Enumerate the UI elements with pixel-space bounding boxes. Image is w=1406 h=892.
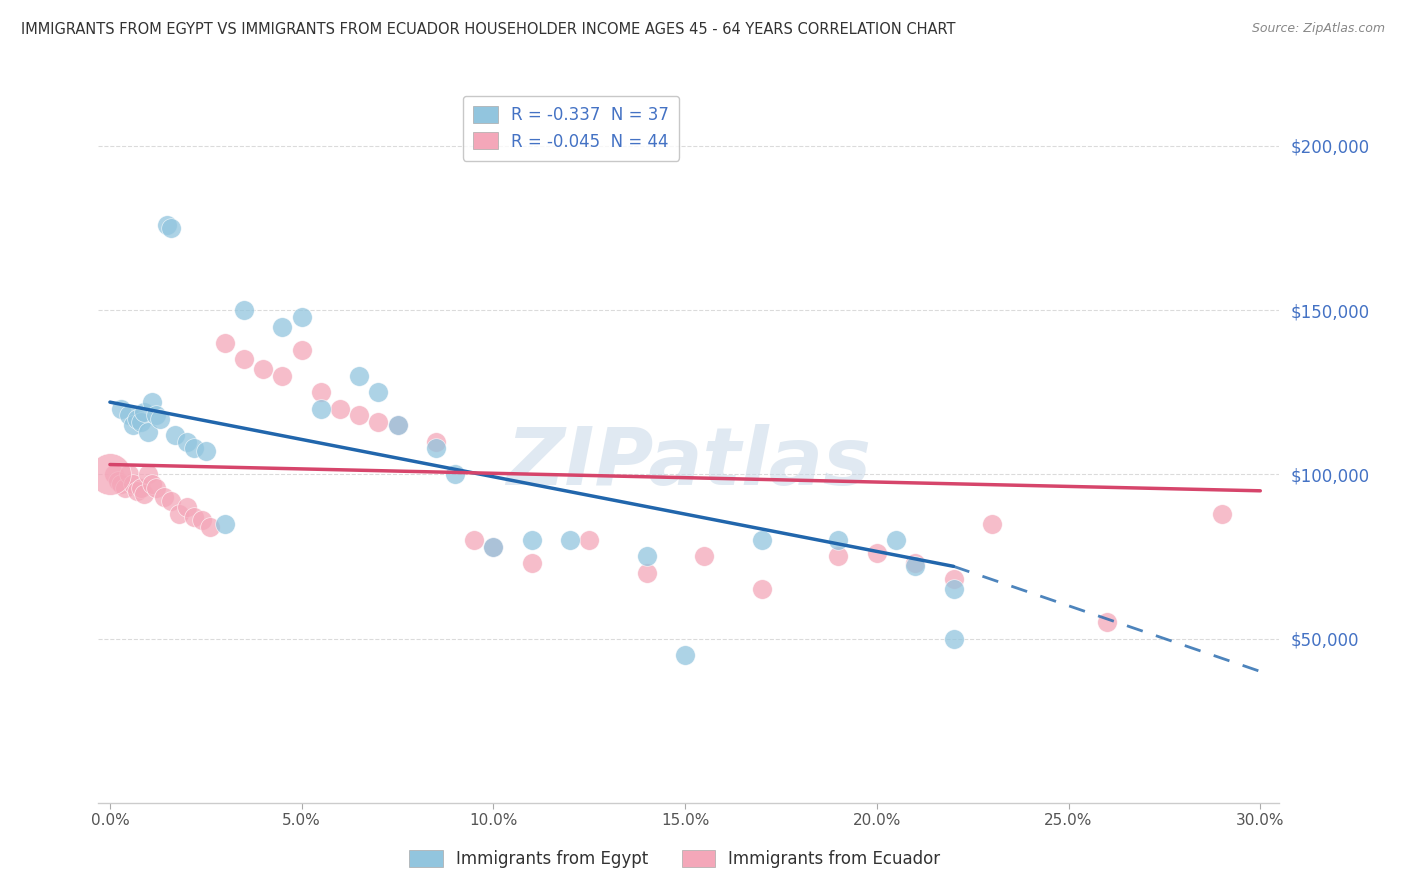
Point <box>145 409 167 423</box>
Point <box>160 493 183 508</box>
Point <box>125 411 148 425</box>
Point <box>291 343 314 357</box>
Point <box>347 368 370 383</box>
Point <box>156 218 179 232</box>
Point <box>122 418 145 433</box>
Legend: R = -0.337  N = 37, R = -0.045  N = 44: R = -0.337 N = 37, R = -0.045 N = 44 <box>463 95 679 161</box>
Point <box>129 481 152 495</box>
Point <box>160 221 183 235</box>
Point <box>1095 615 1118 630</box>
Point <box>122 477 145 491</box>
Point <box>827 533 849 547</box>
Point <box>558 533 581 547</box>
Point <box>520 556 543 570</box>
Point <box>673 648 696 662</box>
Point <box>387 418 409 433</box>
Point <box>1211 507 1233 521</box>
Point <box>252 362 274 376</box>
Point <box>136 425 159 439</box>
Point <box>214 516 236 531</box>
Text: Source: ZipAtlas.com: Source: ZipAtlas.com <box>1251 22 1385 36</box>
Point <box>194 444 217 458</box>
Point <box>125 483 148 498</box>
Point <box>482 540 505 554</box>
Point <box>347 409 370 423</box>
Point <box>114 481 136 495</box>
Point <box>183 441 205 455</box>
Legend: Immigrants from Egypt, Immigrants from Ecuador: Immigrants from Egypt, Immigrants from E… <box>402 843 948 875</box>
Point <box>233 303 256 318</box>
Point <box>214 336 236 351</box>
Point <box>367 415 389 429</box>
Point <box>129 415 152 429</box>
Point <box>152 491 174 505</box>
Point <box>233 352 256 367</box>
Point <box>145 481 167 495</box>
Point <box>141 395 163 409</box>
Point <box>134 487 156 501</box>
Point <box>176 500 198 515</box>
Text: ZIPatlas: ZIPatlas <box>506 425 872 502</box>
Point <box>425 434 447 449</box>
Point <box>141 477 163 491</box>
Point <box>636 549 658 564</box>
Point <box>520 533 543 547</box>
Point <box>578 533 600 547</box>
Point <box>636 566 658 580</box>
Point <box>191 513 214 527</box>
Point <box>136 467 159 482</box>
Point <box>110 477 132 491</box>
Point <box>980 516 1002 531</box>
Point <box>110 401 132 416</box>
Point <box>167 507 190 521</box>
Point <box>904 559 927 574</box>
Point <box>107 474 129 488</box>
Point <box>183 510 205 524</box>
Point <box>866 546 889 560</box>
Point <box>751 533 773 547</box>
Point <box>482 540 505 554</box>
Point <box>103 467 125 482</box>
Point <box>149 411 172 425</box>
Point <box>751 582 773 597</box>
Point <box>942 582 965 597</box>
Point <box>367 385 389 400</box>
Point <box>271 368 294 383</box>
Point <box>98 467 121 482</box>
Point <box>165 428 187 442</box>
Point <box>387 418 409 433</box>
Point <box>118 409 141 423</box>
Point <box>942 632 965 646</box>
Point <box>291 310 314 324</box>
Point <box>118 467 141 482</box>
Point <box>693 549 716 564</box>
Point <box>884 533 907 547</box>
Point <box>309 385 332 400</box>
Point <box>329 401 352 416</box>
Point <box>134 405 156 419</box>
Point <box>827 549 849 564</box>
Point <box>942 573 965 587</box>
Text: IMMIGRANTS FROM EGYPT VS IMMIGRANTS FROM ECUADOR HOUSEHOLDER INCOME AGES 45 - 64: IMMIGRANTS FROM EGYPT VS IMMIGRANTS FROM… <box>21 22 956 37</box>
Point <box>176 434 198 449</box>
Point <box>904 556 927 570</box>
Point <box>198 520 221 534</box>
Point <box>463 533 485 547</box>
Point <box>309 401 332 416</box>
Point <box>444 467 467 482</box>
Point <box>271 319 294 334</box>
Point <box>425 441 447 455</box>
